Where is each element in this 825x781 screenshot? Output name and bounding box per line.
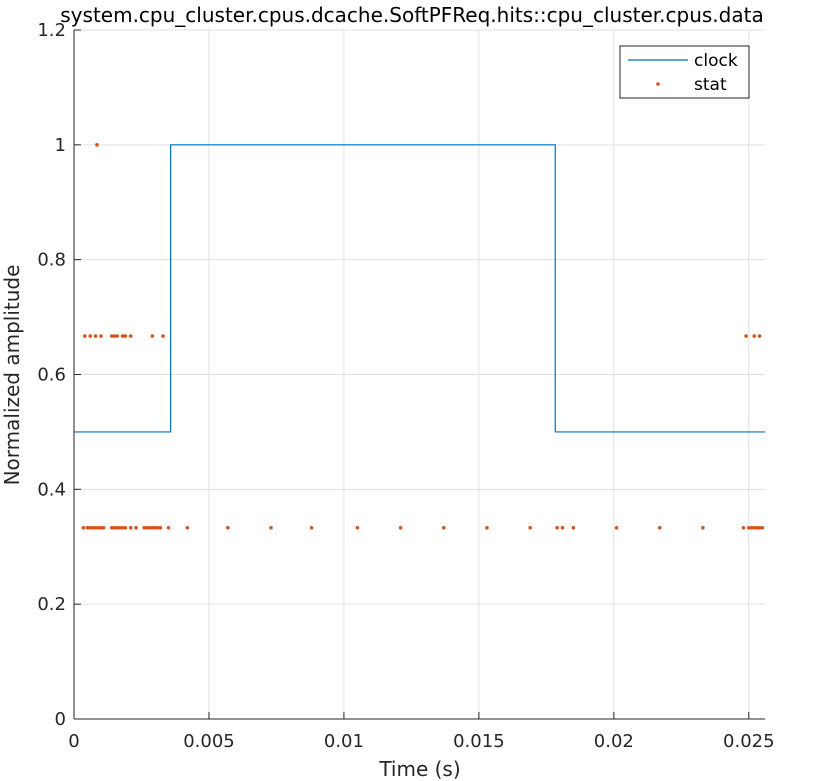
x-tick-label: 0.01 [324,731,364,752]
x-tick-label: 0.015 [453,731,505,752]
series-point-stat [150,334,155,338]
series-point-stat [99,334,103,338]
legend-stat-label: stat [694,75,727,95]
series-point-stat [93,334,98,338]
series-layer [74,143,765,530]
chart-title: system.cpu_cluster.cpus.dcache.SoftPFReq… [60,3,763,27]
x-tick-label: 0.025 [723,731,775,752]
series-point-stat [134,526,138,530]
series-point-stat [120,334,125,338]
y-tick-label: 0 [55,709,66,730]
series-point-stat [757,334,762,338]
series-point-stat [81,526,86,530]
series-point-stat [109,334,114,338]
series-point-stat [112,334,117,338]
series-point-stat [309,526,314,530]
series-point-stat [560,526,565,530]
series-point-stat [155,526,160,530]
series-point-stat [355,526,360,530]
series-point-stat [485,526,489,530]
legend: clock stat [619,45,750,99]
series-point-stat [752,526,757,530]
series-point-stat [123,526,128,530]
series-point-stat [528,526,532,530]
series-point-stat [752,334,757,338]
y-tick-label: 0.6 [37,365,66,386]
series-point-stat [614,526,619,530]
series-point-stat [88,334,92,338]
series-point-stat [95,143,99,147]
series-point-stat [571,526,576,530]
series-point-stat [96,526,101,530]
x-tick-label: 0.005 [183,731,235,752]
series-point-stat [150,526,155,530]
axes [73,29,765,720]
x-tick-label: 0.02 [594,731,634,752]
tick-labels: 0 0.005 0.01 0.015 0.02 0.025 0 0.2 0.4 0.6 0.8 1 1.… [37,20,774,752]
series-point-stat [657,526,662,530]
series-point-stat [398,526,403,530]
series-point-stat [757,526,762,530]
series-point-stat [99,526,103,530]
legend-clock-label: clock [694,51,738,71]
plot-area [73,29,765,720]
y-axis-label: Normalized amplitude [0,265,24,486]
y-tick-label: 0.2 [37,594,66,615]
series-point-stat [128,334,133,338]
series-point-stat [185,526,190,530]
legend-stat-swatch [656,82,660,86]
x-tick-label: 0 [68,731,79,752]
series-point-stat [93,526,98,530]
series-point-stat [115,334,119,338]
series-point-stat [741,526,746,530]
series-point-stat [145,526,149,530]
series-point-stat [115,526,119,530]
series-point-stat [269,526,273,530]
series-point-stat [101,526,106,530]
y-tick-label: 1 [55,135,66,156]
series-point-stat [760,526,765,530]
series-point-stat [82,334,87,338]
series-point-stat [88,526,92,530]
series-point-stat [123,334,128,338]
series-point-stat [166,526,171,530]
y-tick-label: 0.8 [37,250,66,271]
series-point-stat [120,526,125,530]
y-tick-label: 1.2 [37,20,66,41]
y-tick-label: 0.4 [37,479,66,500]
series-point-stat [158,526,163,530]
series-line-clock [74,144,765,433]
series-point-stat [441,526,446,530]
series-point-stat [555,526,559,530]
series-point-stat [147,526,152,530]
series-point-stat [701,526,705,530]
series-point-stat [749,526,754,530]
series-point-stat [118,526,122,530]
series-point-stat [142,526,146,530]
series-point-stat [112,526,117,530]
x-axis-label: Time (s) [378,757,460,781]
series-point-stat [747,526,751,530]
series-point-stat [128,526,133,530]
series-point-stat [153,526,157,530]
series-point-stat [226,526,230,530]
series-point-stat [85,526,90,530]
series-point-stat [161,334,165,338]
series-point-stat [755,526,759,530]
series-point-stat [91,526,95,530]
legend-box [619,45,750,99]
series-point-stat [744,334,748,338]
series-point-stat [109,526,114,530]
